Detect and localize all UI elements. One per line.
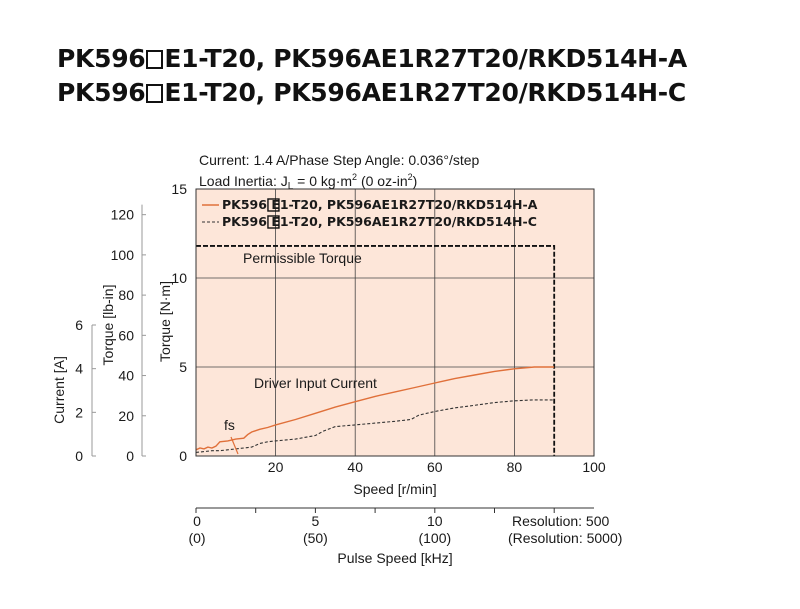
legend: PK596 E1-T20, PK596AE1R27T20/RKD514H-A P… [202, 197, 538, 229]
pulse-tick-sublabel: (100) [418, 530, 451, 546]
pulse-tick-label: 5 [312, 513, 320, 529]
driver-current-label: Driver Input Current [254, 375, 377, 391]
y-tick-label-current: 2 [75, 404, 83, 420]
y-tick-label-current: 6 [75, 317, 83, 333]
y-tick-label-lbin: 100 [111, 247, 135, 263]
series-line-a [195, 366, 555, 451]
y-tick-label-lbin: 80 [118, 287, 134, 303]
placeholder-box-icon [146, 50, 164, 69]
y-tick-label-lbin: 120 [111, 207, 135, 223]
y-tick-label-lbin: 40 [118, 368, 134, 384]
pulse-tick-label: 0 [193, 513, 201, 529]
resolution-label: Resolution: 500 [512, 513, 610, 529]
placeholder-box-icon [146, 84, 164, 103]
plot-frame [195, 188, 595, 457]
y-tick-label-nm: 0 [179, 448, 187, 464]
conditions-current-step: Current: 1.4 A/Phase Step Angle: 0.036°/… [199, 152, 480, 168]
pulse-axis-label: Pulse Speed [kHz] [337, 550, 452, 566]
title-model-suffix: E1-T20, PK596AE1R27T20/RKD514H-C [164, 78, 686, 107]
x-tick-label: 80 [507, 459, 523, 475]
pulse-tick-sublabel: (50) [303, 530, 328, 546]
title-model-prefix: PK596 [57, 78, 146, 107]
conditions-load-inertia: Load Inertia: JL = 0 kg·m2 (0 oz-in2) [199, 172, 417, 192]
fs-label: fs [224, 417, 235, 433]
y-tick-label-lbin: 20 [118, 408, 134, 424]
title-model-prefix: PK596 [57, 44, 146, 73]
title-model-suffix: E1-T20, PK596AE1R27T20/RKD514H-A [164, 44, 687, 73]
x-tick-label: 60 [427, 459, 443, 475]
chart-title-line-2: PK596 E1-T20, PK596AE1R27T20/RKD514H-C [57, 78, 686, 107]
permissible-torque-label: Permissible Torque [243, 250, 362, 266]
chart-title-line-1: PK596 E1-T20, PK596AE1R27T20/RKD514H-A [57, 44, 687, 73]
y-tick-label-current: 0 [75, 448, 83, 464]
plot-area [196, 189, 594, 456]
y-tick-label-current: 4 [75, 361, 83, 377]
y-axis-label-current: Current [A] [51, 356, 67, 424]
y-tick-label-nm: 15 [171, 181, 187, 197]
legend-entry-a: PK596 E1-T20, PK596AE1R27T20/RKD514H-A [222, 197, 538, 212]
y-tick-label-nm: 10 [171, 270, 187, 286]
series-line-c [195, 399, 555, 453]
x-tick-label: 20 [268, 459, 284, 475]
y-tick-label-lbin: 0 [126, 448, 134, 464]
fs-pointer [230, 436, 239, 455]
x-tick-label: 100 [582, 459, 606, 475]
y-axis-label-nm: Torque [N·m] [157, 281, 173, 362]
pulse-speed-axis: 0(0) 5(50) 10(100) Resolution: 500(Resoluti… [188, 507, 622, 566]
placeholder-box-icon [267, 215, 280, 229]
resolution-sublabel: (Resolution: 5000) [508, 530, 622, 546]
pulse-tick-label: 10 [427, 513, 443, 529]
series-lines [195, 366, 555, 453]
y-tick-label-lbin: 60 [118, 327, 134, 343]
x-tick-label: 40 [347, 459, 363, 475]
permissible-torque-boundary [196, 245, 556, 456]
x-axis-label: Speed [r/min] [353, 481, 436, 497]
legend-entry-c: PK596 E1-T20, PK596AE1R27T20/RKD514H-C [222, 214, 537, 229]
y-axis-label-lbin: Torque [lb-in] [100, 285, 116, 366]
pulse-tick-sublabel: (0) [188, 530, 205, 546]
permissible-torque-region [196, 245, 556, 456]
y-tick-label-nm: 5 [179, 359, 187, 375]
placeholder-box-icon [267, 198, 280, 212]
